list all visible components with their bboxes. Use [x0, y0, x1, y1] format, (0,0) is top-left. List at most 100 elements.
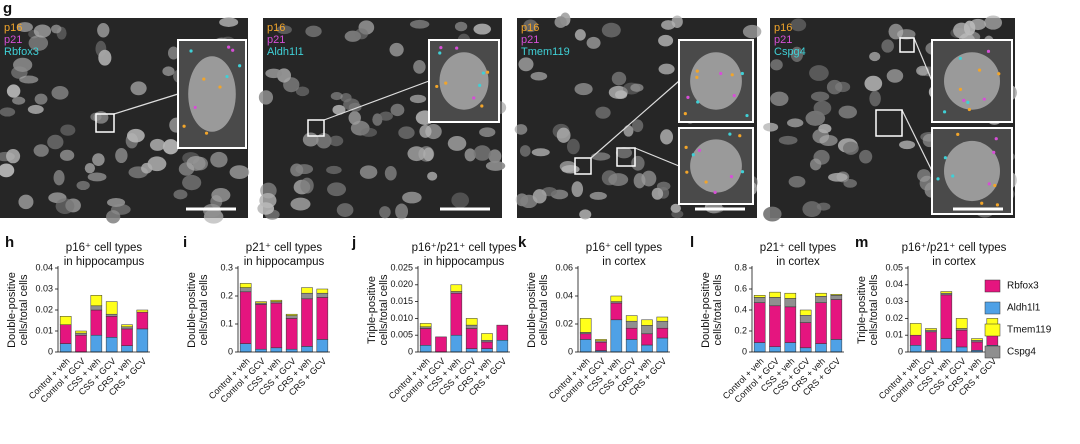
spot	[204, 131, 209, 135]
legend-swatch	[984, 301, 1001, 315]
chart-label: l	[690, 234, 694, 251]
bar-segment	[625, 327, 638, 340]
nucleus	[485, 160, 506, 171]
nucleus	[813, 149, 830, 165]
nucleus	[770, 59, 783, 71]
nucleus	[454, 21, 468, 32]
nucleus	[473, 23, 492, 35]
nucleus	[290, 197, 311, 211]
bar-segment	[799, 322, 812, 349]
chart-title: in cortex	[776, 256, 820, 268]
nucleus	[402, 191, 422, 204]
y-tick-label: 0	[742, 346, 747, 356]
legend-swatch	[984, 345, 1001, 359]
nucleus	[379, 206, 391, 219]
bar-segment	[656, 320, 669, 329]
nucleus	[451, 192, 470, 209]
marker-label: p16	[521, 22, 539, 34]
nucleus	[963, 20, 976, 36]
y-tick-label: 0.2	[734, 325, 747, 335]
bar-segment	[641, 325, 653, 335]
bar-segment	[255, 348, 267, 353]
y-tick-label: 0.8	[734, 262, 747, 272]
nucleus	[12, 96, 26, 105]
legend-label: Aldh1l1	[1007, 303, 1041, 314]
y-tick-label: 0.04	[35, 262, 53, 272]
nucleus	[556, 127, 571, 143]
bar-segment	[465, 348, 478, 353]
nucleus	[379, 111, 393, 121]
nucleus	[523, 19, 538, 33]
y-tick-label: 0.03	[35, 283, 53, 293]
bar-segment	[625, 315, 638, 322]
nucleus	[788, 175, 806, 188]
bar-segment	[799, 309, 812, 316]
bar-segment	[769, 305, 781, 347]
inset-connector	[590, 80, 680, 159]
y-tick-label: 0	[568, 346, 573, 356]
nucleus	[28, 35, 49, 51]
bar-segment	[239, 287, 252, 293]
nucleus	[332, 104, 346, 115]
y-tick-label: 0.02	[35, 304, 53, 314]
nucleus	[530, 71, 548, 81]
chart-title: p21⁺ cell types	[246, 242, 323, 254]
spot	[225, 74, 229, 79]
y-axis-label: Triple-positive	[856, 276, 868, 344]
chart-title: in cortex	[932, 256, 976, 268]
nucleus	[167, 46, 180, 60]
y-tick-label: 0.015	[390, 296, 413, 306]
spot	[987, 182, 991, 186]
nucleus	[290, 163, 304, 177]
chart-title: in cortex	[602, 256, 646, 268]
inset-nucleus	[439, 52, 489, 110]
nucleus	[219, 17, 239, 27]
spot	[472, 96, 476, 100]
nucleus	[409, 19, 430, 29]
nucleus	[27, 104, 44, 114]
y-tick-label: 0.02	[885, 313, 903, 323]
nucleus	[360, 127, 378, 137]
nucleus	[162, 66, 175, 77]
nucleus	[16, 22, 33, 32]
nucleus	[398, 126, 415, 140]
nucleus	[561, 164, 580, 174]
nucleus	[790, 18, 807, 32]
spot	[980, 201, 984, 205]
nucleus	[818, 123, 832, 134]
nucleus	[265, 68, 283, 79]
nucleus	[336, 203, 354, 217]
nucleus	[258, 90, 274, 105]
bar-segment	[270, 347, 283, 353]
nucleus	[658, 34, 674, 47]
nucleus	[19, 75, 39, 84]
bar-segment	[121, 328, 133, 346]
bar-segment	[595, 341, 607, 351]
nucleus	[447, 135, 467, 151]
spot	[994, 137, 998, 141]
y-axis-label: cells/total cells	[712, 274, 724, 345]
nucleus	[34, 93, 48, 105]
spot	[995, 203, 1000, 207]
nucleus	[427, 171, 438, 181]
y-tick-label: 0.1	[220, 318, 233, 328]
bar-segment	[625, 320, 638, 329]
y-tick-label: 0.4	[734, 304, 747, 314]
spot	[695, 75, 699, 79]
bar-segment	[641, 319, 653, 326]
bar-segment	[925, 328, 937, 331]
nucleus	[295, 86, 310, 97]
spot	[704, 180, 708, 184]
nucleus	[300, 177, 314, 194]
nucleus	[305, 25, 322, 38]
spot	[231, 48, 235, 52]
nucleus	[149, 138, 166, 151]
nucleus	[763, 122, 779, 132]
y-tick-label: 0.01	[885, 330, 903, 340]
nucleus	[330, 92, 343, 101]
spot	[958, 87, 963, 91]
spot	[745, 113, 749, 118]
y-tick-label: 0.6	[734, 283, 747, 293]
nucleus	[326, 165, 342, 175]
